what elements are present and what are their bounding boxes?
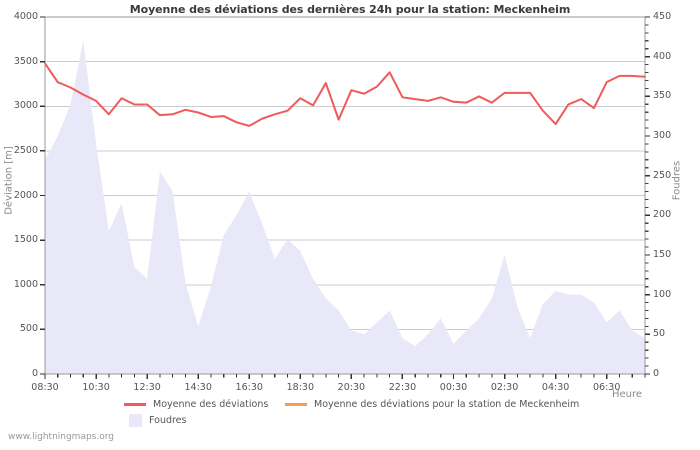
y-axis-right-tick: 50	[653, 328, 666, 340]
x-axis-tick: 12:30	[133, 382, 161, 393]
legend-label: Foudres	[149, 415, 187, 426]
legend-line-swatch	[285, 403, 307, 406]
y-axis-right-tick: 250	[653, 169, 672, 181]
legend-item[interactable]: Moyenne des déviations pour la station d…	[285, 399, 579, 410]
x-axis-tick: 18:30	[286, 382, 314, 393]
y-axis-left-tick: 500	[19, 323, 38, 335]
legend-item[interactable]: Moyenne des déviations	[124, 399, 268, 410]
y-axis-left-tick: 3000	[13, 100, 38, 112]
y-axis-right-tick: 150	[653, 249, 672, 260]
x-axis-tick: 02:30	[490, 382, 519, 393]
y-axis-left-tick: 1000	[13, 278, 38, 290]
y-axis-right-tick: 0	[653, 368, 660, 379]
x-axis-tick: 14:30	[184, 382, 212, 393]
x-axis-tick: 08:30	[31, 382, 59, 393]
legend-line-swatch	[124, 403, 146, 406]
y-axis-right-tick: 400	[653, 50, 672, 62]
x-axis-tick: 10:30	[82, 382, 110, 393]
chart-title: Moyenne des déviations des dernières 24h…	[129, 3, 571, 16]
y-axis-right-tick: 100	[653, 288, 672, 300]
legend-label: Moyenne des déviations	[153, 399, 269, 410]
y-axis-left-tick: 2500	[13, 144, 38, 156]
y-axis-right-tick: 200	[653, 209, 672, 221]
y-axis-right-tick: 350	[653, 90, 672, 102]
y-axis-left-tick: 2000	[13, 189, 38, 201]
legend-item[interactable]: Foudres	[124, 414, 186, 427]
y-axis-right-tick: 300	[653, 130, 672, 141]
x-axis-tick: 16:30	[235, 382, 263, 393]
x-axis-label: Heure	[612, 389, 643, 400]
x-axis-tick: 00:30	[439, 382, 468, 393]
legend-label: Moyenne des déviations pour la station d…	[314, 399, 580, 410]
x-axis-tick: 20:30	[337, 382, 366, 393]
x-axis-tick: 22:30	[388, 382, 417, 393]
legend-area-swatch	[129, 414, 142, 427]
footer-attribution: www.lightningmaps.org	[8, 432, 114, 442]
x-axis-tick: 06:30	[592, 382, 621, 393]
y-axis-left-tick: 1500	[13, 234, 38, 246]
y-axis-left-tick: 0	[31, 368, 38, 379]
y-axis-left-tick: 4000	[13, 11, 38, 22]
y-axis-left-tick: 3500	[13, 55, 38, 67]
y-axis-right-tick: 450	[653, 11, 672, 22]
x-axis-tick: 04:30	[541, 382, 570, 393]
